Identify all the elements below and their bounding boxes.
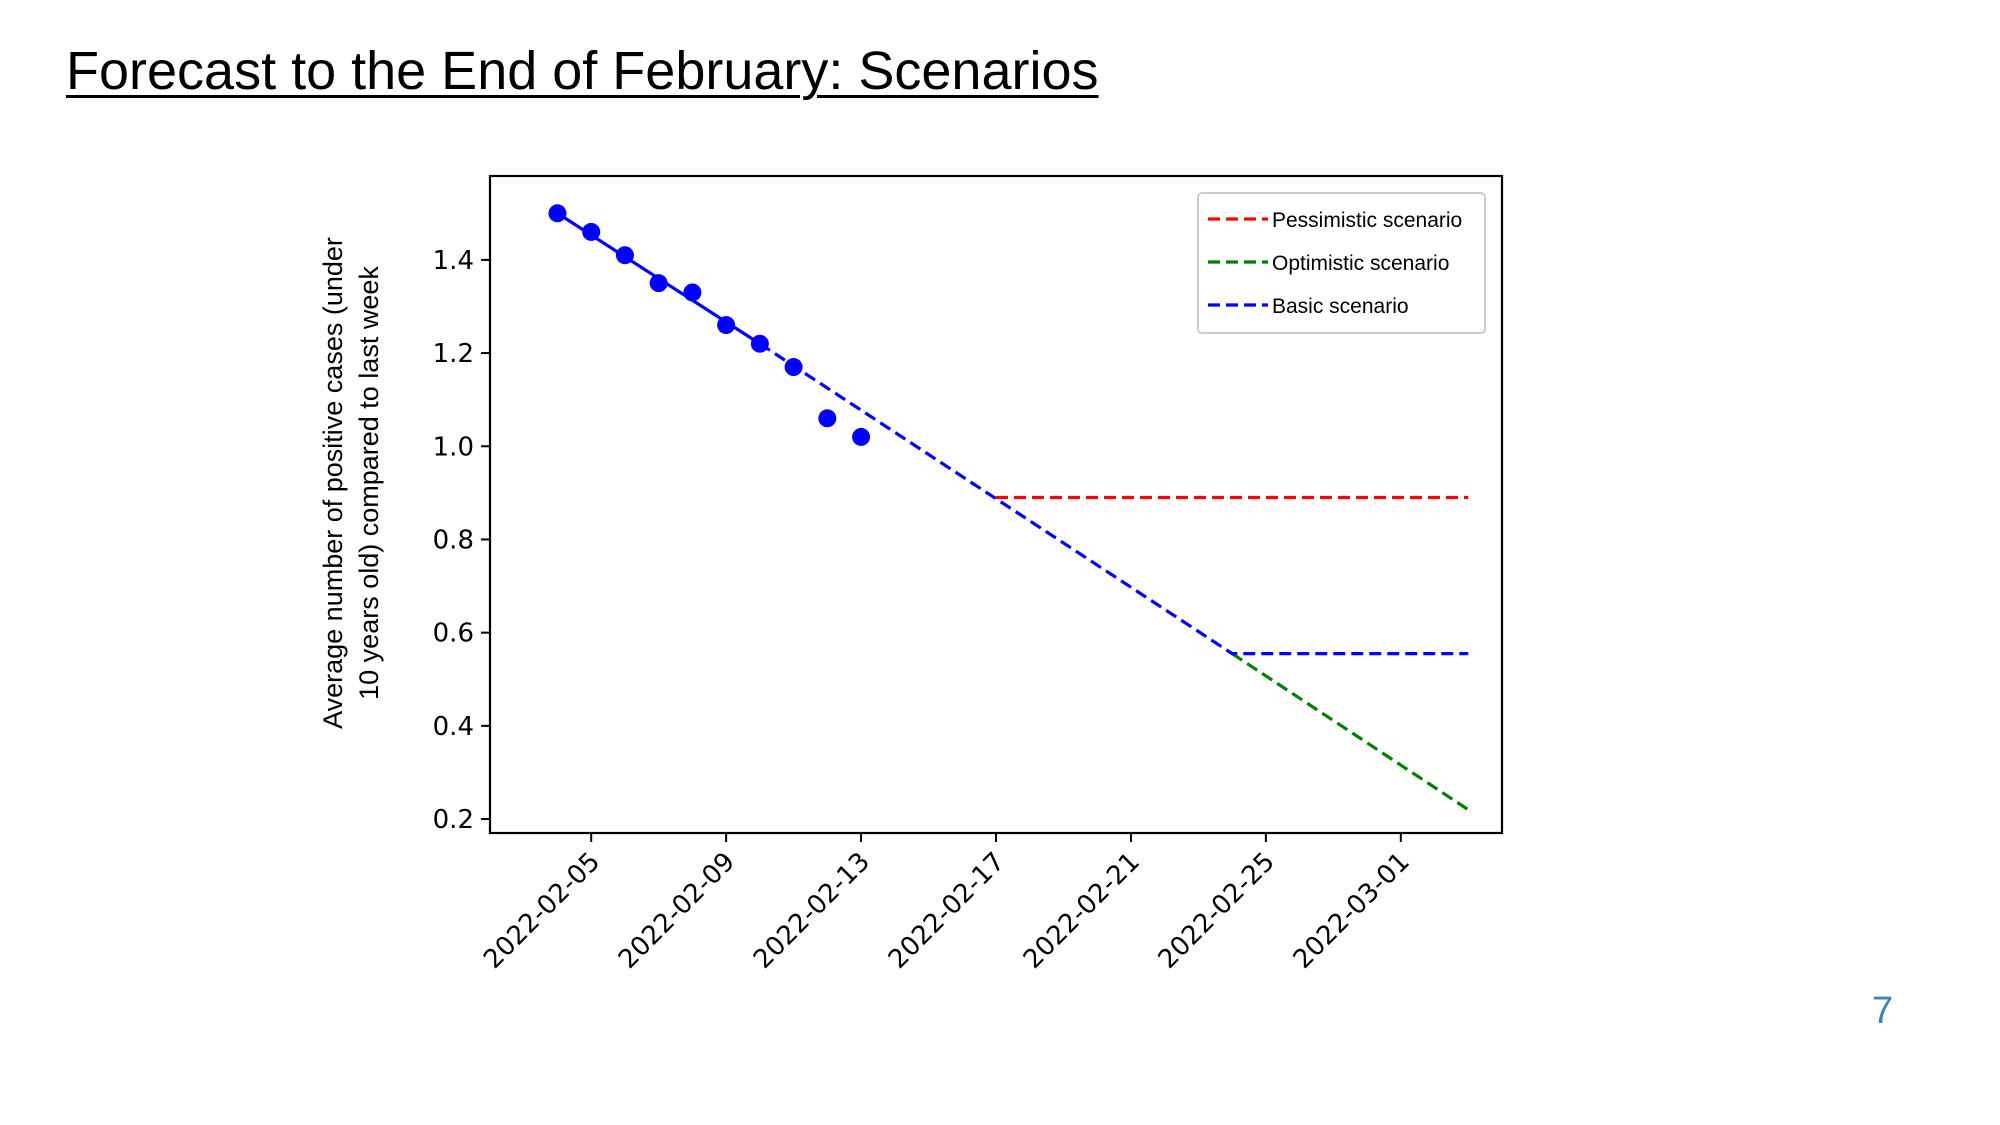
series-line-optimistic	[1231, 652, 1470, 812]
y-tick-label: 0.4	[433, 712, 474, 742]
y-tick-label: 0.6	[433, 619, 474, 649]
legend-box	[1197, 192, 1486, 334]
observed-point	[852, 427, 871, 446]
series-line-basic	[758, 342, 1469, 656]
legend-label-optimistic: Optimistic scenario	[1272, 252, 1449, 275]
y-tick-label: 0.2	[433, 805, 474, 835]
x-tick-label: 2022-02-13	[748, 847, 876, 975]
observed-point	[717, 316, 736, 335]
legend-label-pessimistic: Pessimistic scenario	[1272, 209, 1462, 232]
x-tick-label: 2022-02-25	[1153, 847, 1281, 975]
slide-title: Forecast to the End of February: Scenari…	[66, 41, 1099, 101]
y-tick-label: 1.4	[433, 246, 474, 276]
plot-frame	[488, 174, 1504, 835]
x-tick-label: 2022-02-09	[613, 847, 741, 975]
observed-point	[615, 246, 634, 265]
y-axis-label-line-1: Average number of positive cases (under	[318, 237, 348, 729]
x-tick-label: 2022-02-17	[883, 847, 1011, 975]
observed-point	[818, 409, 837, 428]
page-number: 7	[1872, 990, 1894, 1032]
y-axis-label-line-2: 10 years old) compared to last week	[354, 266, 384, 700]
x-tick-label: 2022-03-01	[1288, 847, 1416, 975]
observed-point	[582, 222, 601, 241]
observed-point	[649, 274, 668, 293]
observed-point	[683, 283, 702, 302]
x-tick-label: 2022-02-21	[1018, 847, 1146, 975]
y-tick-label: 1.0	[433, 432, 474, 462]
y-tick-label: 1.2	[433, 339, 474, 369]
legend-label-basic: Basic scenario	[1272, 295, 1409, 318]
x-tick-label: 2022-02-05	[478, 847, 606, 975]
observed-point	[750, 334, 769, 353]
observed-point	[548, 204, 567, 223]
observed-point	[784, 358, 803, 377]
y-tick-label: 0.8	[433, 525, 474, 555]
